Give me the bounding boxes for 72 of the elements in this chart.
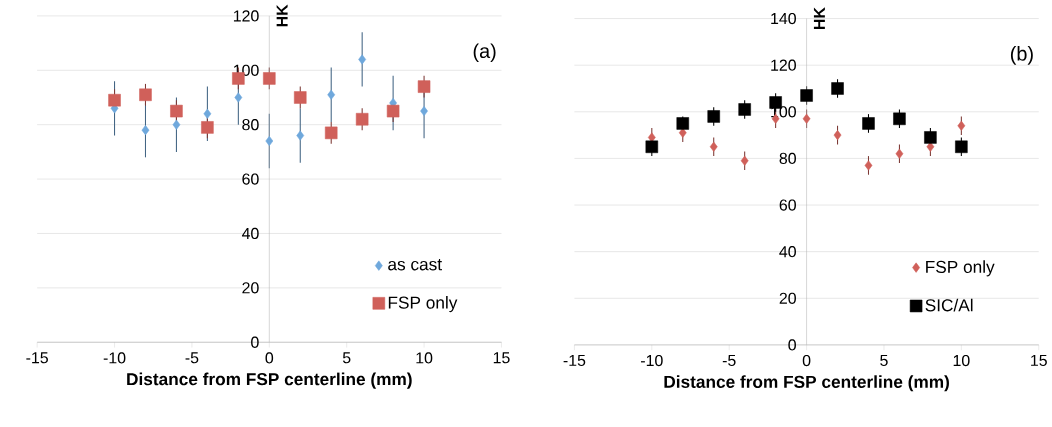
point — [141, 125, 150, 136]
x-tick-label: -15 — [26, 352, 48, 364]
x-tick-label: 5 — [342, 352, 351, 364]
point — [740, 155, 749, 166]
x-tick-label: 5 — [880, 354, 888, 366]
point — [645, 140, 659, 153]
point — [802, 113, 811, 124]
x-tick-label: 0 — [265, 352, 274, 364]
y-axis-title: HK — [813, 7, 825, 29]
point — [358, 54, 367, 65]
legend-label: FSP only — [926, 260, 995, 277]
point — [864, 160, 873, 171]
point — [893, 112, 906, 125]
point — [263, 72, 276, 85]
point — [800, 89, 813, 102]
y-tick-label: 40 — [779, 245, 796, 258]
point — [833, 129, 842, 141]
point — [327, 89, 336, 100]
y-tick-label: 120 — [771, 59, 796, 71]
y-tick-label: 80 — [242, 118, 259, 131]
point — [676, 117, 690, 130]
point — [170, 104, 183, 118]
point — [386, 104, 400, 118]
x-tick-label: -15 — [563, 354, 586, 366]
y-tick-label: 0 — [788, 339, 796, 351]
y-tick-label: 60 — [242, 173, 259, 185]
point — [172, 119, 181, 130]
legend-label: FSP only — [388, 296, 458, 313]
x-tick-label: -10 — [641, 354, 663, 367]
point — [324, 126, 338, 140]
point — [831, 82, 844, 95]
point — [108, 93, 121, 107]
x-tick-label: 0 — [802, 354, 811, 367]
point — [417, 80, 431, 93]
x-axis-title: Distance from FSP centerline (mm) — [664, 375, 949, 392]
y-tick-label: 120 — [233, 10, 259, 22]
legend-label: as cast — [388, 258, 442, 271]
point — [738, 103, 751, 116]
x-tick-label: 10 — [416, 352, 433, 364]
x-tick-label: -5 — [185, 352, 199, 364]
point — [862, 117, 875, 130]
point — [924, 131, 937, 144]
x-axis-title: Distance from FSP centerline (mm) — [127, 372, 412, 389]
point — [709, 141, 718, 152]
y-axis-title: HK — [276, 4, 288, 27]
point — [957, 120, 966, 131]
point — [296, 130, 305, 141]
x-tick-label: 10 — [953, 354, 970, 367]
x-tick-label: 15 — [493, 352, 510, 364]
annotation: (a) — [473, 43, 496, 62]
y-tick-label: 80 — [779, 152, 796, 164]
y-tick-label: 40 — [241, 227, 259, 240]
x-tick-label: -5 — [722, 354, 736, 366]
x-tick-label: -10 — [103, 352, 126, 364]
y-tick-label: 20 — [242, 282, 259, 294]
y-tick-label: 0 — [251, 336, 259, 348]
point — [203, 108, 212, 119]
point — [139, 88, 152, 101]
annotation: (b) — [1010, 46, 1033, 65]
y-tick-label: 60 — [779, 199, 796, 211]
point — [355, 112, 369, 126]
point — [707, 110, 720, 123]
point — [955, 140, 968, 153]
point — [895, 148, 904, 159]
point — [265, 135, 274, 146]
point — [234, 92, 243, 103]
x-tick-label: 15 — [1031, 354, 1047, 366]
y-tick-label: 140 — [771, 12, 796, 25]
y-tick-label: 20 — [779, 292, 796, 304]
point — [294, 91, 307, 104]
legend-label: SIC/Al — [925, 298, 973, 312]
point — [201, 121, 214, 134]
